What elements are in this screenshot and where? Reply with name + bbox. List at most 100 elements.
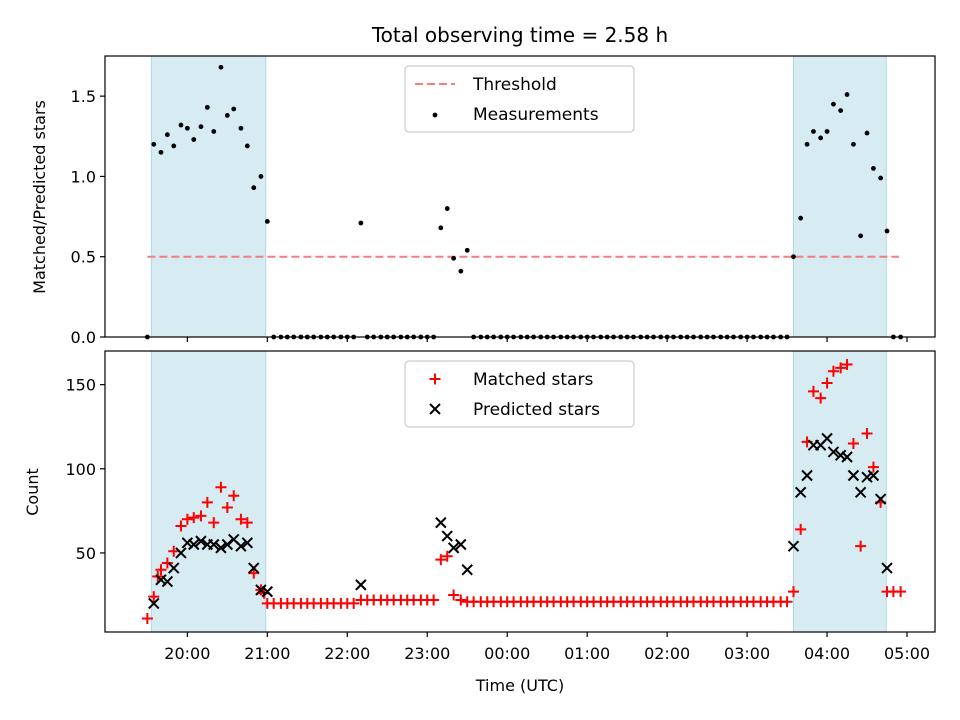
measurement-point — [864, 130, 870, 136]
predicted-stars-point — [874, 493, 887, 505]
measurement-point — [244, 143, 250, 149]
predicted-stars-point — [854, 486, 867, 499]
measurement-point — [258, 174, 264, 179]
matched-stars-point — [435, 554, 447, 566]
predicted-stars-point — [175, 547, 187, 559]
measurement-point — [198, 124, 204, 130]
bottom-series-2 — [148, 432, 893, 610]
measurement-point — [444, 206, 450, 211]
legend-matched-swatch — [429, 373, 441, 385]
predicted-stars-point — [435, 516, 447, 529]
bottom-y-tick-label: 150 — [65, 376, 96, 395]
x-tick-label: 23:00 — [404, 644, 450, 663]
matched-stars-point — [795, 523, 807, 535]
legend-measurements-label: Measurements — [473, 105, 599, 125]
predicted-stars-point — [168, 562, 180, 574]
matched-stars-point — [827, 365, 839, 377]
x-tick-label: 20:00 — [164, 644, 210, 663]
top-shaded-region-2 — [792, 55, 887, 338]
matched-stars-point — [235, 513, 247, 525]
legend-predicted-swatch — [429, 403, 441, 415]
measurement-point — [884, 228, 890, 234]
matched-stars-point — [201, 496, 213, 508]
predicted-stars-point — [841, 451, 853, 463]
top-axes-frame — [104, 55, 936, 338]
legend-threshold-label: Threshold — [472, 75, 557, 95]
matched-stars-point — [348, 597, 360, 609]
matched-stars-point — [188, 512, 200, 524]
bottom-legend-frame — [404, 360, 635, 428]
x-tick-label: 03:00 — [724, 644, 770, 663]
measurement-point — [171, 143, 177, 149]
measurement-point — [791, 254, 796, 260]
x-tick-label: 02:00 — [644, 644, 690, 663]
matched-stars-point — [161, 557, 173, 569]
matched-stars-point — [195, 510, 207, 522]
matched-stars-point — [787, 586, 799, 598]
measurement-point — [831, 101, 836, 107]
matched-stars-point — [221, 501, 233, 513]
predicted-stars-point — [188, 538, 200, 551]
matched-stars-point — [807, 385, 819, 397]
top-shaded-region-1 — [150, 55, 267, 338]
bottom-y-tick-label: 100 — [65, 460, 96, 479]
measurement-point — [811, 129, 816, 134]
predicted-stars-point — [248, 562, 260, 574]
predicted-stars-point — [161, 575, 174, 588]
matched-stars-point — [168, 545, 180, 557]
bottom-panel: 50 100 150 20:00 21:00 22:00 23:00 00:00 01:00 02… — [65, 350, 936, 663]
x-tick-label: 04:00 — [804, 644, 850, 663]
x-tick-label: 22:00 — [324, 644, 370, 663]
legend-measurements-swatch — [432, 112, 438, 118]
x-axis-label: Time (UTC) — [475, 676, 564, 695]
chart-title: Total observing time = 2.58 h — [371, 23, 668, 47]
predicted-stars-point — [355, 579, 367, 591]
predicted-stars-point — [867, 469, 880, 482]
matched-stars-point — [841, 358, 853, 370]
bottom-y-tick-label: 50 — [76, 544, 96, 563]
top-y-axis-label: Matched/Predicted stars — [30, 100, 49, 294]
matched-stars-point — [228, 490, 240, 502]
measurement-point — [218, 64, 224, 70]
bottom-legend: Matched stars Predicted stars — [404, 360, 635, 428]
predicted-stars-point — [208, 538, 220, 551]
top-y-tick-label: 0.0 — [71, 328, 96, 347]
legend-predicted-label: Predicted stars — [473, 400, 600, 420]
predicted-stars-point — [881, 562, 893, 574]
predicted-stars-point — [847, 469, 860, 482]
measurement-point — [824, 129, 830, 134]
matched-stars-point — [181, 513, 193, 525]
predicted-stars-point — [455, 538, 467, 551]
measurement-point — [851, 141, 856, 147]
measurement-point — [251, 185, 257, 191]
measurement-point — [184, 125, 190, 131]
measurement-point — [871, 166, 876, 171]
x-tick-label: 21:00 — [244, 644, 290, 663]
matched-stars-point — [867, 461, 879, 473]
matched-stars-point — [448, 589, 460, 601]
matched-stars-point — [855, 540, 867, 552]
legend-matched-label: Matched stars — [473, 370, 593, 390]
measurement-point — [798, 215, 804, 221]
matched-stars-point — [455, 594, 467, 606]
measurement-point — [838, 108, 844, 113]
predicted-stars-point — [461, 564, 473, 576]
matched-stars-point — [208, 517, 220, 529]
x-tick-label: 01:00 — [564, 644, 610, 663]
measurement-point — [818, 135, 824, 141]
bottom-shaded-region-1 — [150, 350, 267, 633]
bottom-series-1 — [141, 358, 907, 625]
top-legend: Threshold Measurements — [404, 65, 635, 133]
measurement-point — [438, 225, 444, 231]
predicted-stars-point — [148, 597, 160, 610]
measurement-point — [264, 218, 270, 224]
measurement-point — [191, 137, 197, 142]
bottom-shaded-region-2 — [792, 350, 887, 633]
x-tick-label: 00:00 — [484, 644, 530, 663]
predicted-stars-point — [441, 530, 453, 542]
x-tick-label: 05:00 — [884, 644, 930, 663]
matched-stars-point — [215, 481, 227, 493]
matched-stars-point — [861, 427, 873, 439]
predicted-stars-point — [241, 537, 254, 549]
